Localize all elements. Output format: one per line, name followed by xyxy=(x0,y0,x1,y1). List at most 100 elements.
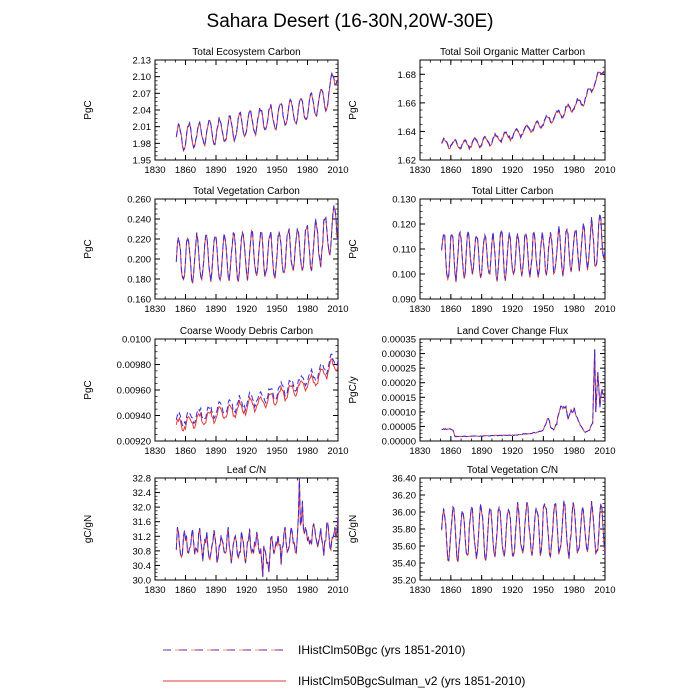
panel-title: Leaf C/N xyxy=(227,465,266,476)
panel-4: Coarse Woody Debris Carbon PgC 1830 1860 189… xyxy=(83,326,349,457)
x-tick-label: 1920 xyxy=(502,165,523,176)
y-tick-label: 0.00920 xyxy=(117,437,151,448)
y-axis-label: PgC xyxy=(348,239,359,258)
y-tick-label: 1.64 xyxy=(398,127,417,138)
y-tick-label: 0.00940 xyxy=(117,411,151,422)
x-tick-label: 1980 xyxy=(564,304,585,315)
x-tick-label: 1860 xyxy=(440,304,461,315)
y-tick-label: 1.66 xyxy=(398,98,417,109)
y-axis-label: gC/gN xyxy=(348,515,359,543)
series-line-bgc xyxy=(175,205,338,283)
x-tick-label: 1980 xyxy=(297,446,318,457)
y-tick-label: 35.80 xyxy=(392,525,416,536)
x-tick-label: 1860 xyxy=(175,304,196,315)
x-tick-label: 1980 xyxy=(564,446,585,457)
y-tick-label: 2.13 xyxy=(133,56,152,67)
y-tick-label: 1.62 xyxy=(398,156,417,167)
y-tick-label: 0.00030 xyxy=(382,349,416,360)
y-tick-label: 2.10 xyxy=(133,72,152,83)
y-tick-label: 0.260 xyxy=(127,195,151,206)
x-tick-label: 1920 xyxy=(502,304,523,315)
x-tick-label: 2010 xyxy=(327,585,348,596)
panel-title: Coarse Woody Debris Carbon xyxy=(180,326,313,337)
x-tick-label: 1890 xyxy=(205,446,226,457)
y-tick-label: 0.180 xyxy=(127,275,151,286)
x-tick-label: 1980 xyxy=(297,165,318,176)
y-axis-label: PgC xyxy=(83,380,94,399)
x-tick-label: 1860 xyxy=(440,165,461,176)
y-tick-label: 0.220 xyxy=(127,235,151,246)
x-tick-label: 1830 xyxy=(144,304,165,315)
y-tick-label: 30.4 xyxy=(133,561,152,572)
panel-2: Total Vegetation Carbon PgC 1830 1860 1890 19… xyxy=(83,186,349,315)
x-tick-label: 1920 xyxy=(236,304,257,315)
y-tick-label: 0.240 xyxy=(127,215,151,226)
y-tick-label: 2.07 xyxy=(133,89,152,100)
x-tick-label: 1830 xyxy=(409,585,430,596)
y-tick-label: 36.00 xyxy=(392,508,416,519)
x-tick-label: 2010 xyxy=(327,446,348,457)
series-line-sulman xyxy=(175,358,338,432)
panel-title: Total Vegetation C/N xyxy=(467,465,558,476)
y-axis-label: PgC xyxy=(83,239,94,258)
x-tick-label: 1830 xyxy=(144,585,165,596)
y-tick-label: 2.01 xyxy=(133,122,152,133)
y-tick-label: 2.04 xyxy=(133,106,152,117)
y-tick-label: 0.00960 xyxy=(117,386,151,397)
x-tick-label: 1950 xyxy=(266,165,287,176)
series-line-bgc xyxy=(441,69,605,150)
y-tick-label: 36.40 xyxy=(392,474,416,485)
x-tick-label: 1950 xyxy=(533,165,554,176)
y-tick-label: 32.4 xyxy=(133,488,152,499)
x-tick-label: 1920 xyxy=(236,446,257,457)
panel-7: Total Vegetation C/N gC/gN 1830 1860 1890 192… xyxy=(348,465,616,596)
x-tick-label: 1860 xyxy=(440,446,461,457)
y-tick-label: 35.60 xyxy=(392,542,416,553)
x-tick-label: 1830 xyxy=(144,446,165,457)
panel-title: Total Ecosystem Carbon xyxy=(192,47,300,58)
y-tick-label: 31.6 xyxy=(133,517,152,528)
panel-5: Land Cover Change Flux PgC/y 1830 1860 1890 1… xyxy=(348,326,616,457)
x-tick-label: 1890 xyxy=(471,165,492,176)
y-axis-label: PgC xyxy=(348,100,359,119)
series-line-sulman xyxy=(175,478,338,578)
y-tick-label: 0.100 xyxy=(392,270,416,281)
x-tick-label: 1830 xyxy=(409,304,430,315)
panels: Total Ecosystem Carbon PgC 1830 1860 1890 192… xyxy=(83,47,616,596)
x-tick-label: 1860 xyxy=(440,585,461,596)
series-line-bgc xyxy=(175,70,338,152)
y-tick-label: 1.95 xyxy=(133,156,152,167)
y-tick-label: 36.20 xyxy=(392,491,416,502)
x-tick-label: 1980 xyxy=(564,585,585,596)
series-line-bgc xyxy=(441,349,605,438)
y-tick-label: 0.200 xyxy=(127,255,151,266)
plot-frame xyxy=(419,477,606,581)
y-tick-label: 0.090 xyxy=(392,295,416,306)
y-tick-label: 0.00015 xyxy=(382,393,416,404)
x-tick-label: 1830 xyxy=(409,165,430,176)
x-tick-label: 2010 xyxy=(594,446,615,457)
y-axis-label: PgC/y xyxy=(348,376,359,403)
y-tick-label: 31.2 xyxy=(133,532,152,543)
y-axis-label: gC/gN xyxy=(83,515,94,543)
y-tick-label: 0.00005 xyxy=(382,422,416,433)
x-tick-label: 1950 xyxy=(533,585,554,596)
y-tick-label: 35.40 xyxy=(392,559,416,570)
y-tick-label: 30.8 xyxy=(133,546,152,557)
series-line-sulman xyxy=(441,349,605,438)
x-tick-label: 2010 xyxy=(594,585,615,596)
x-tick-label: 1890 xyxy=(205,585,226,596)
y-tick-label: 0.00035 xyxy=(382,335,416,346)
figure-title: Sahara Desert (16-30N,20W-30E) xyxy=(207,11,494,32)
x-tick-label: 2010 xyxy=(327,165,348,176)
y-tick-label: 0.00010 xyxy=(382,407,416,418)
y-tick-label: 1.98 xyxy=(133,139,152,150)
x-tick-label: 1980 xyxy=(564,165,585,176)
x-tick-label: 1890 xyxy=(471,446,492,457)
series-line-bgc xyxy=(175,353,338,427)
series-line-sulman xyxy=(441,214,605,283)
panel-3: Total Litter Carbon PgC 1830 1860 1890 1920 19… xyxy=(348,186,616,315)
y-tick-label: 30.0 xyxy=(133,576,152,587)
x-tick-label: 2010 xyxy=(594,165,615,176)
